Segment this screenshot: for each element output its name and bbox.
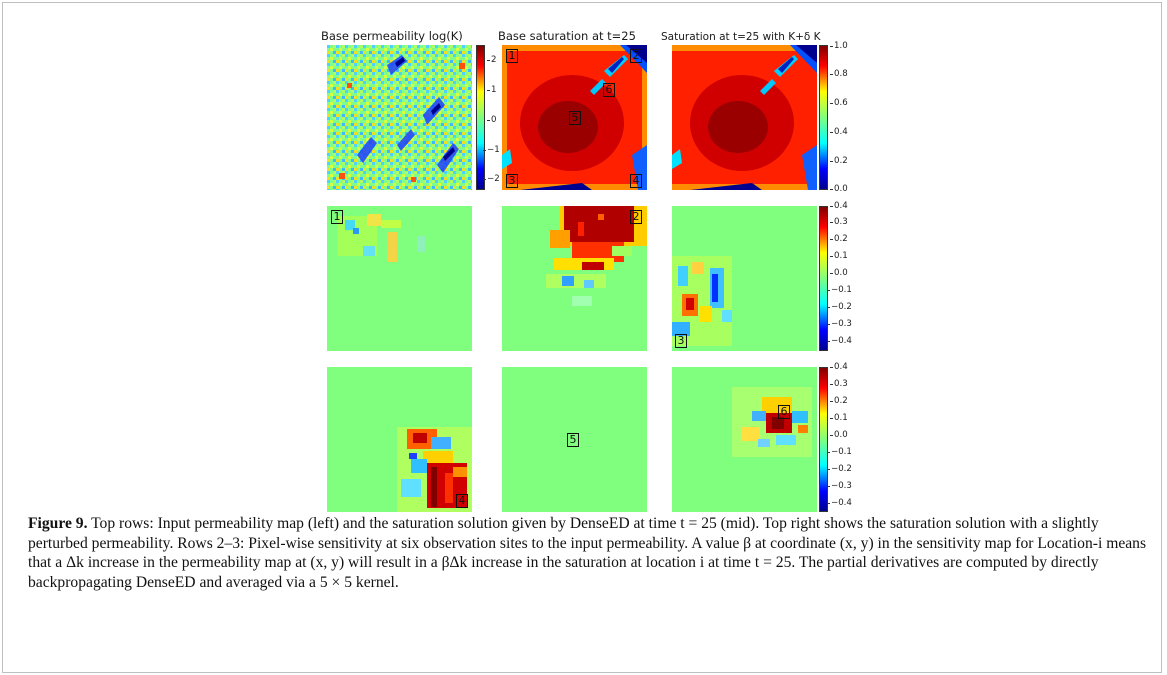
colorbar-saturation [819, 45, 828, 190]
tick-label: 0.4 [830, 127, 848, 137]
saturation-map [502, 45, 647, 190]
tick-label: −2 [483, 174, 500, 184]
tick-label: 0.2 [830, 234, 848, 244]
location-marker-1: 1 [506, 49, 518, 63]
tick-label: 0.1 [830, 413, 848, 423]
colorbar-permeability [476, 45, 485, 190]
tick-label: 0.2 [830, 396, 848, 406]
location-marker-5: 5 [569, 111, 581, 125]
tick-label: −0.2 [827, 464, 852, 474]
tick-label: 2 [486, 55, 497, 65]
tick-label: −1 [483, 145, 500, 155]
location-marker-1-sensitivity: 1 [331, 210, 343, 224]
tick-label: 0.8 [830, 69, 848, 79]
figure-label: Figure 9. [28, 515, 88, 532]
permeability-map [327, 45, 472, 190]
sensitivity-map-2 [502, 206, 647, 351]
tick-label: −0.1 [827, 447, 852, 457]
sensitivity-map-3 [672, 206, 817, 351]
location-marker-2-sensitivity: 2 [630, 210, 642, 224]
tick-label: 1 [486, 85, 497, 95]
location-marker-2: 2 [630, 49, 642, 63]
location-marker-3: 3 [506, 174, 518, 188]
title-base-permeability: Base permeability log(K) [321, 29, 463, 43]
colorbar-sensitivity-row2 [819, 206, 828, 351]
tick-label: −0.1 [827, 285, 852, 295]
figure-caption: Figure 9. Top rows: Input permeability m… [28, 514, 1148, 592]
title-perturbed-saturation: Saturation at t=25 with K+δ K [661, 31, 821, 43]
tick-label: 0.3 [830, 379, 848, 389]
sensitivity-map-1 [327, 206, 472, 351]
caption-text: Top rows: Input permeability map (left) … [28, 515, 1147, 591]
tick-label: 0 [486, 115, 497, 125]
tick-label: −0.3 [827, 319, 852, 329]
location-marker-4: 4 [630, 174, 642, 188]
tick-label: 0.3 [830, 217, 848, 227]
title-base-saturation: Base saturation at t=25 [498, 29, 636, 43]
tick-label: −0.4 [827, 336, 852, 346]
tick-label: 0.0 [830, 184, 848, 194]
perturbed-saturation-map [672, 45, 817, 190]
tick-label: 0.4 [830, 362, 848, 372]
location-marker-6: 6 [603, 83, 615, 97]
tick-label: −0.2 [827, 302, 852, 312]
location-marker-6-sensitivity: 6 [778, 405, 790, 419]
sensitivity-map-4 [327, 367, 472, 512]
tick-label: −0.4 [827, 498, 852, 508]
tick-label: 0.6 [830, 98, 848, 108]
tick-label: 0.4 [830, 201, 848, 211]
tick-label: 0.0 [830, 268, 848, 278]
location-marker-3-sensitivity: 3 [675, 334, 687, 348]
tick-label: 1.0 [830, 41, 848, 51]
location-marker-4-sensitivity: 4 [456, 494, 468, 508]
sensitivity-map-5 [502, 367, 647, 512]
colorbar-sensitivity-row3 [819, 367, 828, 512]
sensitivity-map-6 [672, 367, 817, 512]
location-marker-5-sensitivity: 5 [567, 433, 579, 447]
tick-label: 0.2 [830, 156, 848, 166]
tick-label: 0.0 [830, 430, 848, 440]
tick-label: 0.1 [830, 251, 848, 261]
tick-label: −0.3 [827, 481, 852, 491]
